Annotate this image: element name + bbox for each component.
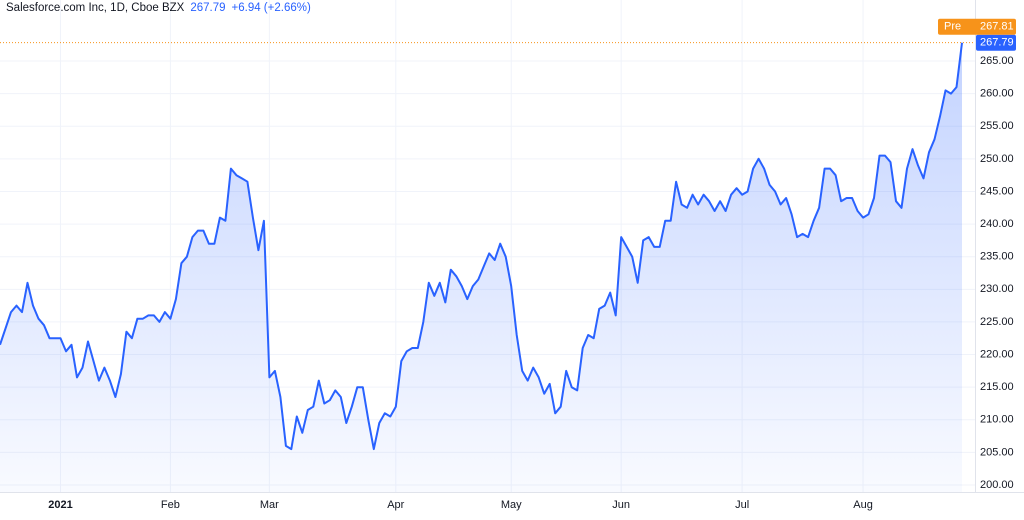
y-tick-label: 260.00 <box>980 88 1014 100</box>
header: Salesforce.com Inc, 1D, Cboe BZX 267.79 +6… <box>6 2 317 14</box>
y-tick-label: 245.00 <box>980 185 1014 197</box>
x-tick-label: Jul <box>735 499 749 511</box>
x-tick-label: Aug <box>853 499 873 511</box>
y-tick-label: 200.00 <box>980 479 1014 491</box>
y-tick-label: 205.00 <box>980 446 1014 458</box>
y-tick-label: 220.00 <box>980 348 1014 360</box>
last-price: 267.79 <box>190 2 226 14</box>
area-fill <box>0 42 962 493</box>
y-tick-label: 210.00 <box>980 414 1014 426</box>
x-tick-label: Apr <box>387 499 404 511</box>
y-tick-label: 225.00 <box>980 316 1014 328</box>
last-price-badge <box>976 34 1016 51</box>
premarket-badge-value: 267.81 <box>980 21 1014 33</box>
price-change: +6.94 (+2.66%) <box>231 2 311 14</box>
y-tick-label: 265.00 <box>980 55 1014 67</box>
premarket-badge <box>938 18 1016 35</box>
premarket-badge-name: Pre <box>944 21 961 33</box>
symbol-title: Salesforce.com Inc, 1D, Cboe BZX <box>6 2 185 14</box>
y-tick-label: 240.00 <box>980 218 1014 230</box>
x-tick-label: Mar <box>260 499 279 511</box>
last-price-badge-label: 267.79 <box>980 37 1014 49</box>
price-line <box>0 42 963 451</box>
y-tick-label: 215.00 <box>980 381 1014 393</box>
y-tick-label: 255.00 <box>980 120 1014 132</box>
y-tick-label: 235.00 <box>980 251 1014 263</box>
x-tick-label: 2021 <box>48 499 72 511</box>
x-tick-label: May <box>501 499 522 511</box>
x-tick-label: Feb <box>161 499 180 511</box>
x-tick-label: Jun <box>612 499 630 511</box>
y-tick-label: 230.00 <box>980 283 1014 295</box>
y-tick-label: 250.00 <box>980 153 1014 165</box>
